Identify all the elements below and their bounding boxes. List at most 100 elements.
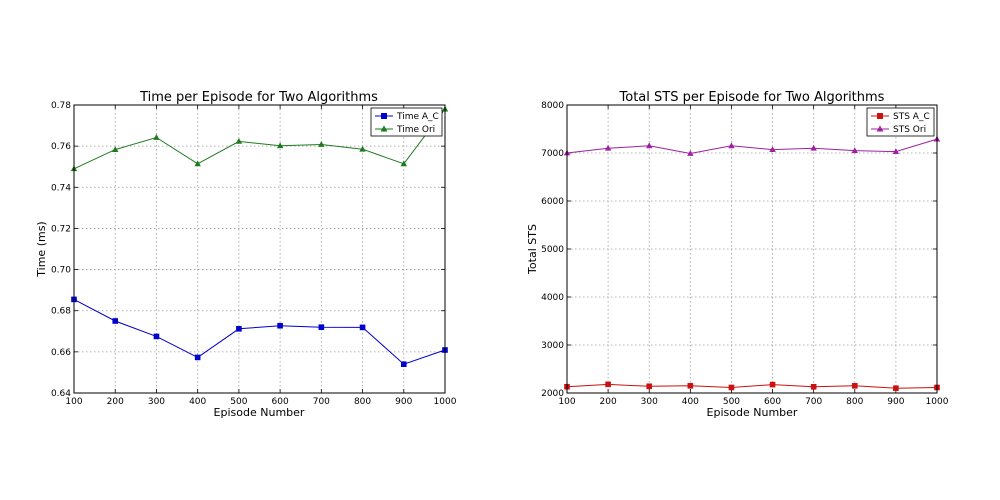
time-chart-series-0-point <box>277 322 283 329</box>
sts-chart-legend: STS A_C STS Ori <box>866 107 935 137</box>
sts-chart-frame <box>566 104 938 394</box>
sts-chart-xtick-label: 1000 <box>926 397 949 407</box>
sts-chart-ticks: 100 200 300 400 500 600 700 800 900 1000 2000 3000 4… <box>541 101 949 407</box>
time-chart-xtick-label: 400 <box>189 397 206 407</box>
time-chart-legend-marker-1 <box>380 125 388 132</box>
sts-chart-grid <box>567 105 937 393</box>
time-chart-series-1-point <box>235 138 243 144</box>
sts-chart-series <box>563 135 941 391</box>
sts-chart-series-0-point <box>769 381 776 388</box>
time-chart-legend-label-0: Time A_C <box>396 112 439 122</box>
time-chart-series-0-point <box>112 318 119 324</box>
time-chart-ytick-label: 0.74 <box>51 183 71 193</box>
time-chart-ytick-label: 0.72 <box>51 224 71 234</box>
sts-chart-ytick-label: 3000 <box>541 341 564 351</box>
sts-chart-legend-label-0: STS A_C <box>893 112 930 122</box>
sts-chart-series-1-point <box>604 144 612 151</box>
sts-chart-legend-marker-1 <box>876 125 884 132</box>
time-chart-series-0-point <box>194 354 201 361</box>
time-chart: Time per Episode for Two Algorithms Epis… <box>35 90 457 419</box>
sts-chart-ytick-label: 8000 <box>541 101 564 111</box>
time-chart-series-0-point <box>236 326 242 332</box>
time-chart-series-0-point <box>400 361 407 367</box>
sts-chart-series-line-1 <box>566 138 938 155</box>
time-chart-xtick-label: 200 <box>107 397 124 407</box>
time-chart-series-line-0 <box>73 298 446 365</box>
time-chart-xtick-label: 300 <box>148 397 165 407</box>
time-chart-xtick-label: 800 <box>354 397 371 407</box>
sts-chart-xtick-label: 500 <box>723 397 740 407</box>
time-chart-ytick-label: 0.64 <box>51 389 71 399</box>
time-chart-legend-entry-1: Time Ori <box>375 125 435 135</box>
sts-chart-series-1-point <box>646 142 653 149</box>
time-chart-ylabel: Time (ms) <box>35 221 48 277</box>
sts-chart-ytick-label: 4000 <box>541 293 564 303</box>
time-chart-legend: Time A_C Time Ori <box>370 107 443 137</box>
time-chart-xtick-label: 1000 <box>434 397 457 407</box>
time-chart-series-1-point <box>400 160 407 167</box>
sts-chart-ytick-label: 7000 <box>541 149 564 159</box>
sts-chart-series-1-point <box>769 146 776 153</box>
time-chart-series-line-1 <box>73 108 446 170</box>
time-chart-ytick-label: 0.76 <box>51 142 71 152</box>
sts-chart-series-0-point <box>646 383 653 390</box>
sts-chart-xtick-label: 300 <box>641 397 658 407</box>
sts-chart-xlabel: Episode Number <box>707 406 798 419</box>
time-chart-series-1-point <box>276 142 284 149</box>
sts-chart-ytick-label: 5000 <box>541 245 564 255</box>
sts-chart-xtick-label: 200 <box>600 397 617 407</box>
time-chart-xtick-label: 900 <box>395 397 412 407</box>
sts-chart-series-0-point <box>893 385 899 391</box>
sts-chart: Total STS per Episode for Two Algorithms… <box>526 90 949 419</box>
time-chart-series-0-point <box>318 324 325 330</box>
time-chart-series-1-point <box>153 134 160 140</box>
time-chart-series-1-point <box>112 146 119 153</box>
time-chart-grid <box>74 105 445 393</box>
sts-chart-xtick-label: 400 <box>682 397 699 407</box>
sts-chart-series-0-point <box>687 383 694 389</box>
sts-chart-series-line-0 <box>566 383 938 389</box>
sts-chart-series-1-point <box>728 142 735 149</box>
time-chart-xtick-label: 500 <box>230 397 247 407</box>
sts-chart-series-1-point <box>687 150 694 156</box>
sts-chart-xtick-label: 100 <box>558 397 575 407</box>
time-chart-title: Time per Episode for Two Algorithms <box>139 90 378 105</box>
time-chart-series-0-point <box>153 333 160 340</box>
time-chart-series-1-point <box>194 160 201 167</box>
sts-chart-legend-entry-1: STS Ori <box>871 125 926 135</box>
time-chart-xtick-label: 100 <box>65 397 82 407</box>
sts-chart-series-0-point <box>728 384 735 391</box>
time-chart-series <box>70 105 449 367</box>
time-chart-series-1-point <box>359 145 366 152</box>
time-chart-ytick-label: 0.66 <box>51 348 71 358</box>
sts-chart-xtick-label: 900 <box>887 397 904 407</box>
time-chart-ticks: 100 200 300 400 500 600 700 800 900 1000 0.64 0.66 0… <box>51 101 457 407</box>
sts-chart-ytick-label: 6000 <box>541 197 564 207</box>
sts-chart-series-0-point <box>810 383 817 390</box>
time-chart-ytick-label: 0.70 <box>51 266 71 276</box>
sts-chart-xtick-label: 600 <box>764 397 781 407</box>
time-chart-legend-label-1: Time Ori <box>396 125 435 135</box>
time-chart-frame <box>73 104 446 394</box>
sts-chart-series-1-point <box>851 147 858 153</box>
sts-chart-ylabel: Total STS <box>526 224 539 275</box>
time-chart-series-1-point <box>318 141 325 147</box>
time-chart-legend-entry-0: Time A_C <box>375 112 439 122</box>
sts-chart-series-0-point <box>605 381 611 388</box>
time-chart-ytick-label: 0.68 <box>51 307 71 317</box>
sts-chart-series-0-point <box>851 383 858 389</box>
sts-chart-xtick-label: 800 <box>846 397 863 407</box>
time-chart-xtick-label: 600 <box>272 397 289 407</box>
sts-chart-series-1-point <box>892 148 900 154</box>
sts-chart-xtick-label: 700 <box>805 397 822 407</box>
time-chart-xtick-label: 700 <box>313 397 330 407</box>
sts-chart-title: Total STS per Episode for Two Algorithms <box>619 90 885 105</box>
time-chart-legend-marker-0 <box>381 113 387 119</box>
time-chart-ytick-label: 0.78 <box>51 101 71 111</box>
sts-chart-legend-marker-0 <box>877 113 883 119</box>
sts-chart-legend-label-1: STS Ori <box>893 125 926 135</box>
sts-chart-legend-entry-0: STS A_C <box>871 112 930 122</box>
sts-chart-series-1-point <box>810 144 817 151</box>
time-chart-series-0-point <box>359 324 366 331</box>
